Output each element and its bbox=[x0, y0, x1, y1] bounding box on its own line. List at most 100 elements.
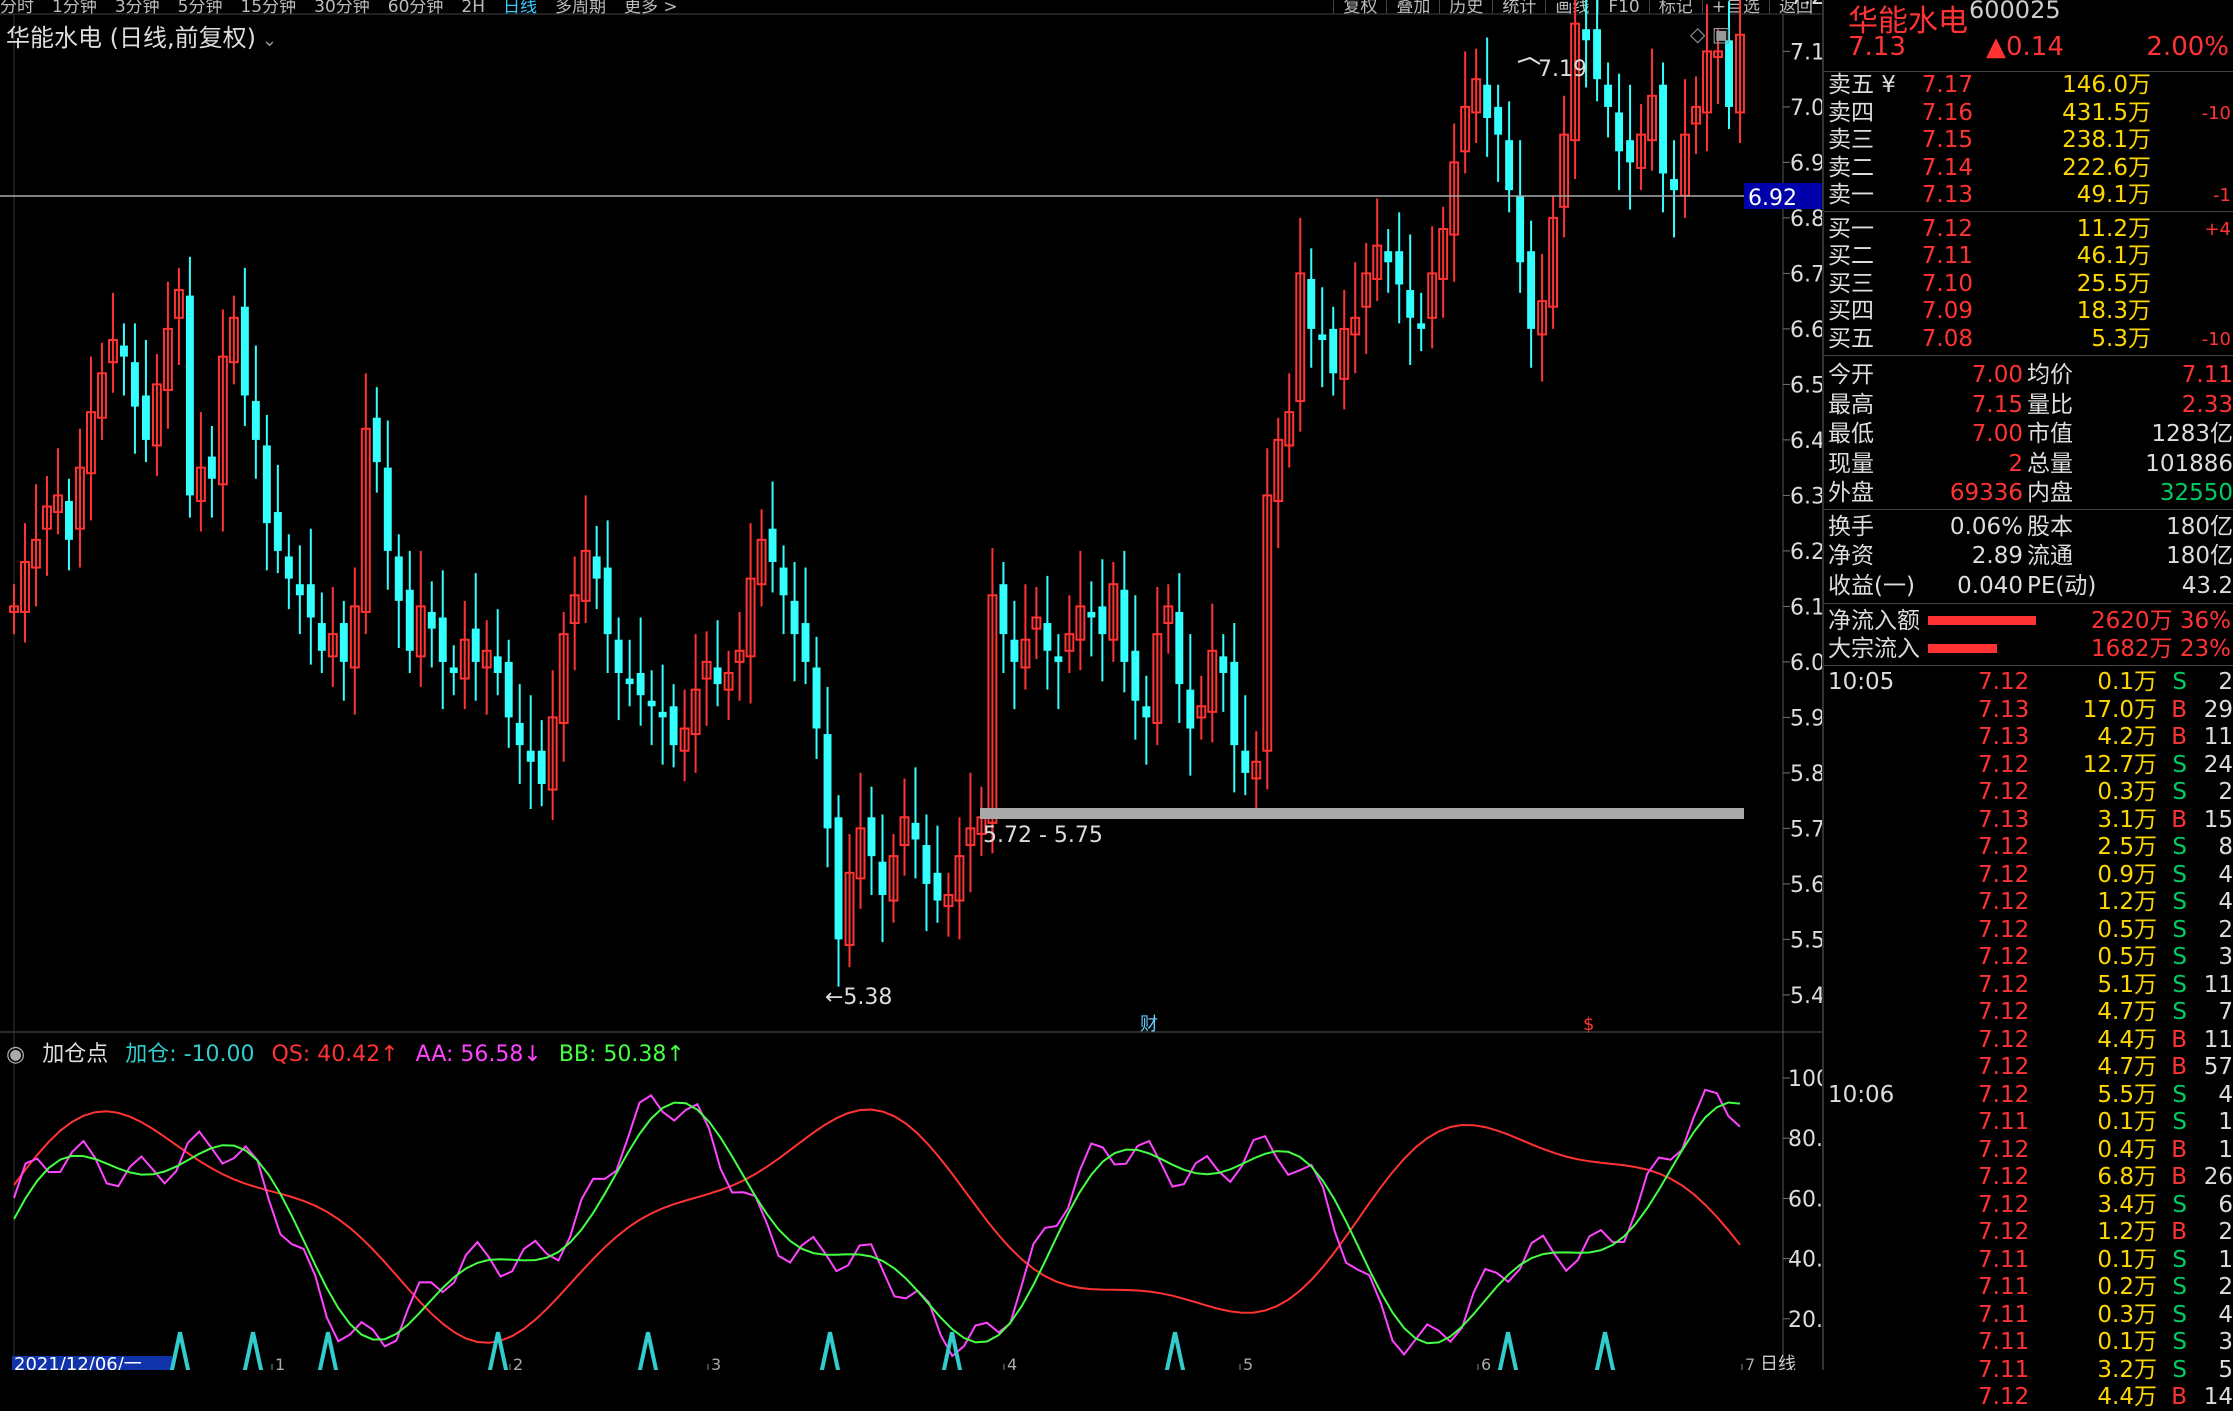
candle-body bbox=[834, 817, 843, 940]
toolbar-action[interactable]: 统计 bbox=[1492, 0, 1545, 14]
stat-label: 总量 bbox=[2027, 450, 2073, 477]
tick-price: 7.12 bbox=[1978, 1384, 2030, 1410]
tick-count: 4 bbox=[2218, 889, 2233, 915]
period-tab[interactable]: 分时 bbox=[0, 0, 34, 14]
candle-body bbox=[844, 871, 855, 946]
tick-volume: 1.2万 bbox=[2097, 1219, 2157, 1245]
month-tick-label: 6 bbox=[1481, 1355, 1491, 1370]
indicator-name[interactable]: 加仓点 bbox=[42, 1042, 109, 1067]
candle-body bbox=[1241, 750, 1250, 773]
tick-row: 7.12 4.4万 B 14 bbox=[1824, 1384, 2233, 1411]
tick-row: 7.12 1.2万 S 4 bbox=[1824, 889, 2233, 916]
candle-body bbox=[207, 456, 216, 479]
flow-row: 净流入额 2620万 36% bbox=[1824, 607, 2233, 635]
candle-body bbox=[195, 466, 206, 502]
tick-volume: 1.2万 bbox=[2097, 889, 2157, 915]
crosshair-price-label: 6.92 bbox=[1748, 186, 1797, 211]
toolbar-action[interactable]: 标记 bbox=[1648, 0, 1702, 14]
candle-body bbox=[1417, 323, 1426, 329]
candle-body bbox=[1295, 272, 1306, 403]
level-label: 卖二 bbox=[1828, 154, 1874, 181]
candle-body bbox=[228, 316, 239, 364]
candle-body bbox=[31, 538, 41, 569]
toolbar-action[interactable]: F10 bbox=[1598, 0, 1648, 14]
toolbar-action[interactable]: 叠加 bbox=[1386, 0, 1439, 14]
toolbar-action[interactable]: 历史 bbox=[1439, 0, 1492, 14]
tick-price: 7.11 bbox=[1978, 1246, 2030, 1273]
candle-body bbox=[1537, 300, 1548, 336]
toolbar-action[interactable]: 返回 bbox=[1769, 0, 1822, 14]
candle-body bbox=[75, 466, 85, 530]
period-tab[interactable]: 多周期 bbox=[555, 0, 607, 14]
candle-body bbox=[1647, 94, 1658, 142]
stat-value: 7.00 bbox=[1971, 421, 2023, 447]
tick-price: 7.12 bbox=[1978, 1136, 2030, 1163]
chart-title: 华能水电 (日线,前复权) ⌄ bbox=[6, 18, 277, 53]
candle-body bbox=[1087, 611, 1096, 618]
indicator-axis-label: 80.00 bbox=[1788, 1127, 1822, 1152]
period-tab[interactable]: 1分钟 bbox=[52, 0, 97, 14]
jc-spikes-line bbox=[169, 1331, 1616, 1370]
level-price: 7.08 bbox=[1921, 325, 1973, 352]
tick-volume: 0.5万 bbox=[2097, 916, 2157, 943]
order-level: 卖一 7.13 49.1万 -1 bbox=[1824, 182, 2233, 209]
toolbar-action[interactable]: +自选 bbox=[1701, 0, 1769, 14]
period-tab[interactable]: 5分钟 bbox=[177, 0, 223, 14]
tick-side: S bbox=[2172, 669, 2187, 695]
period-tab[interactable]: 2H bbox=[461, 0, 486, 14]
level-label: 卖一 bbox=[1828, 182, 1874, 208]
stat-row: 最低 7.00 市值 1283亿 bbox=[1824, 420, 2233, 449]
event-dividend-icon: $ bbox=[1583, 1014, 1594, 1035]
tick-price: 7.12 bbox=[1978, 1026, 2030, 1053]
candle-body bbox=[438, 617, 447, 662]
period-tab[interactable]: 更多 > bbox=[624, 0, 678, 14]
circle-toggle-icon[interactable]: ◉ bbox=[6, 1042, 26, 1067]
candle-body bbox=[1329, 328, 1338, 374]
candle-body bbox=[569, 594, 580, 625]
level-price: 7.14 bbox=[1921, 154, 1973, 181]
event-finance-icon: 财 bbox=[1140, 1014, 1158, 1035]
level-price: 7.09 bbox=[1921, 298, 1973, 324]
candle-body bbox=[658, 711, 667, 718]
period-tab[interactable]: 30分钟 bbox=[314, 0, 370, 14]
candle-body bbox=[251, 401, 260, 440]
toolbar-action[interactable]: 画线 bbox=[1545, 0, 1598, 14]
stat-label: 今开 bbox=[1828, 362, 1874, 388]
period-tab[interactable]: 15分钟 bbox=[240, 0, 297, 14]
high-price-label: 7.19 bbox=[1538, 57, 1587, 82]
candle-body bbox=[42, 505, 52, 530]
period-tab[interactable]: 3分钟 bbox=[114, 0, 160, 14]
candle-body bbox=[427, 611, 436, 629]
candle-body bbox=[1471, 78, 1482, 114]
candle-body bbox=[1273, 438, 1284, 502]
toolbar-action[interactable]: 复权 bbox=[1333, 0, 1386, 14]
candle-body bbox=[1626, 140, 1635, 163]
stat-value: 32550 bbox=[2159, 480, 2233, 506]
period-tab[interactable]: 60分钟 bbox=[387, 0, 444, 14]
order-level: 卖五 ¥ 7.17 146.0万 bbox=[1824, 72, 2233, 99]
tick-count: 57 bbox=[2203, 1054, 2233, 1080]
month-tick-label: 1 bbox=[275, 1355, 285, 1370]
period-tab[interactable]: 日线 bbox=[503, 0, 538, 14]
tick-row: 7.11 0.3万 S 4 bbox=[1824, 1302, 2233, 1329]
bb-line bbox=[13, 1101, 1741, 1345]
tick-volume: 0.9万 bbox=[2097, 861, 2157, 888]
candle-body bbox=[1318, 334, 1327, 340]
stat-value: 7.15 bbox=[1971, 391, 2023, 418]
chevron-down-icon[interactable]: ⌄ bbox=[261, 30, 278, 51]
window-icon[interactable]: ▣ bbox=[1711, 22, 1731, 46]
tick-volume: 0.4万 bbox=[2097, 1136, 2157, 1163]
candle-body bbox=[96, 372, 107, 419]
tick-volume: 0.3万 bbox=[2097, 779, 2157, 805]
tick-side: S bbox=[2172, 1081, 2187, 1108]
cycle-label: 日线 bbox=[1760, 1354, 1796, 1370]
candle-body bbox=[1725, 40, 1733, 107]
order-level: 买四 7.09 18.3万 bbox=[1824, 298, 2233, 325]
kline-chart[interactable]: 7.20 7.10 7.00 6.90 6.80 6.70 6.60 6.50 6.40 6.30… bbox=[0, 0, 1822, 1370]
level-volume: 25.5万 bbox=[2076, 270, 2151, 297]
price-axis-label: 6.80 bbox=[1790, 207, 1822, 232]
tick-row: 7.13 3.1万 B 15 bbox=[1824, 807, 2233, 834]
candle-body bbox=[372, 417, 381, 463]
diamond-icon[interactable]: ◇ bbox=[1690, 22, 1706, 46]
tick-volume: 3.2万 bbox=[2097, 1356, 2157, 1383]
